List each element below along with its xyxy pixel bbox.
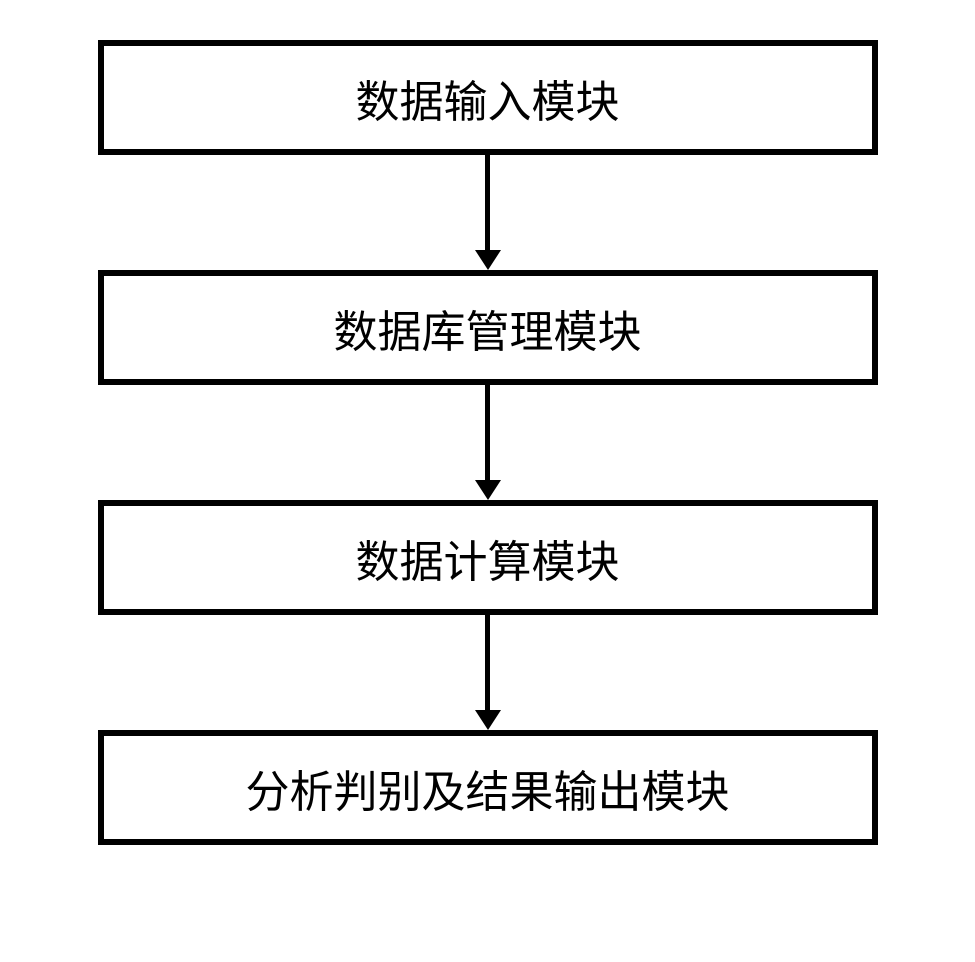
arrow-head-icon [475, 250, 501, 270]
arrow-line [485, 155, 490, 250]
node-database-management: 数据库管理模块 [98, 270, 878, 385]
arrow-line [485, 385, 490, 480]
node-label: 数据库管理模块 [334, 296, 642, 360]
node-label: 数据输入模块 [356, 66, 620, 130]
node-data-input: 数据输入模块 [98, 40, 878, 155]
arrow-3 [475, 615, 501, 730]
node-data-calculation: 数据计算模块 [98, 500, 878, 615]
arrow-line [485, 615, 490, 710]
arrow-head-icon [475, 710, 501, 730]
node-analysis-output: 分析判别及结果输出模块 [98, 730, 878, 845]
node-label: 分析判别及结果输出模块 [246, 756, 730, 820]
arrow-head-icon [475, 480, 501, 500]
arrow-2 [475, 385, 501, 500]
arrow-1 [475, 155, 501, 270]
flowchart-container: 数据输入模块 数据库管理模块 数据计算模块 分析判别及结果输出模块 [98, 40, 878, 845]
node-label: 数据计算模块 [356, 526, 620, 590]
